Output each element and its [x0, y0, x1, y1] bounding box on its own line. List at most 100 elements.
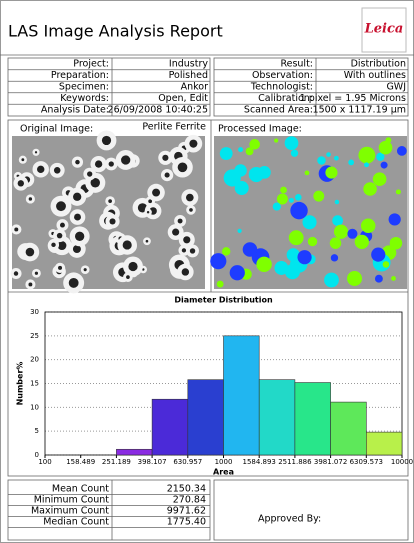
bar	[116, 449, 152, 455]
particle	[230, 265, 245, 280]
particle	[326, 152, 331, 157]
bar	[259, 380, 295, 455]
particle-core	[162, 155, 168, 161]
field-value: Distribution	[351, 59, 406, 70]
particle	[335, 200, 339, 204]
particle	[348, 160, 354, 166]
y-axis-label: Number%	[16, 362, 25, 406]
particle-core	[182, 268, 189, 275]
field-label: Specimen:	[59, 82, 109, 93]
particle-core	[95, 160, 102, 167]
field-value: 1500 x 1117.19 µm	[313, 105, 406, 116]
y-tick-label: 10	[30, 403, 39, 411]
particle-core	[178, 162, 188, 172]
particle-core	[57, 233, 63, 239]
x-tick-label: 1584.893	[242, 458, 275, 466]
particle	[364, 162, 369, 167]
stat-value: 270.84	[173, 495, 206, 506]
particle	[324, 273, 339, 288]
particle	[313, 191, 324, 202]
y-tick-label: 5	[35, 427, 39, 435]
y-tick-label: 30	[30, 308, 39, 316]
particle	[358, 147, 375, 164]
field-value: 1 pixel = 1.95 Microns	[300, 93, 406, 104]
bar	[331, 402, 367, 455]
particle	[243, 242, 258, 257]
processed-image	[210, 136, 407, 289]
particle-core	[87, 171, 92, 176]
particle	[317, 156, 326, 165]
particle	[285, 136, 299, 150]
field-label: Preparation:	[51, 70, 109, 81]
particle-core	[37, 166, 44, 173]
particle	[397, 146, 407, 156]
particle-core	[69, 278, 79, 288]
stat-label: Median Count	[43, 517, 109, 528]
particle-core	[21, 158, 24, 161]
particle-core	[189, 208, 193, 212]
field-label: Result:	[280, 59, 313, 70]
particle	[277, 194, 288, 205]
x-tick-label: 158.489	[66, 458, 95, 466]
x-tick-label: 630.957	[173, 458, 202, 466]
particle	[249, 139, 260, 150]
particle-core	[126, 275, 130, 279]
particle	[381, 162, 388, 169]
particle	[396, 189, 401, 194]
bar	[366, 432, 402, 455]
particle	[210, 253, 226, 269]
particle-core	[14, 227, 18, 231]
particle	[238, 229, 242, 233]
x-tick-label: 100	[38, 458, 51, 466]
particle-core	[60, 223, 65, 228]
x-tick-label: 3981.072	[314, 458, 347, 466]
field-label: Project:	[73, 59, 109, 70]
particle	[391, 276, 396, 281]
particle	[389, 213, 401, 225]
particle-core	[14, 271, 18, 275]
y-tick-label: 20	[30, 356, 39, 364]
particle-core	[109, 218, 115, 224]
particle	[280, 187, 287, 194]
particle-core	[51, 243, 55, 247]
particle	[383, 261, 390, 268]
particle	[289, 198, 294, 203]
particle	[371, 248, 385, 262]
field-label: Technologist:	[250, 82, 313, 93]
particle	[308, 237, 317, 246]
report-title: LAS Image Analysis Report	[8, 22, 223, 41]
particle	[273, 202, 281, 210]
approved-by: Approved By:	[258, 514, 321, 525]
field-value: GWJ	[386, 82, 406, 93]
particle-core	[54, 167, 61, 174]
stat-value: 9971.62	[167, 506, 206, 517]
particle	[305, 170, 310, 175]
field-label: Keywords:	[60, 93, 109, 104]
particle	[390, 237, 402, 249]
particle-core	[56, 201, 66, 211]
particle-core	[102, 136, 111, 145]
particle	[274, 139, 278, 143]
report-page: LAS Image Analysis Report Leica Original…	[0, 0, 414, 543]
particle-core	[128, 262, 137, 271]
particle-core	[73, 193, 81, 201]
particle	[375, 275, 383, 283]
particle	[224, 169, 241, 186]
particle-core	[146, 240, 149, 243]
particle	[332, 215, 343, 226]
particle	[331, 254, 338, 261]
particle-core	[123, 240, 132, 249]
x-tick-label: 6309.573	[350, 458, 383, 466]
particle	[334, 225, 348, 239]
field-value: Industry	[169, 59, 208, 70]
particle	[330, 237, 342, 249]
particle-core	[178, 219, 183, 224]
particle	[289, 230, 304, 245]
particle-core	[190, 248, 195, 253]
particle	[258, 166, 271, 179]
particle-core	[35, 272, 38, 275]
field-value: Open, Edit	[158, 93, 208, 104]
stat-label: Maximum Count	[31, 506, 109, 517]
stat-value: 1775.40	[167, 517, 206, 528]
particle	[325, 167, 337, 179]
